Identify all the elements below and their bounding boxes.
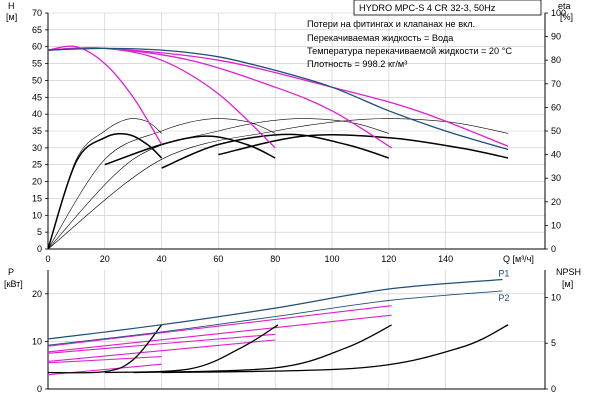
power-p2-curve [47, 290, 503, 346]
upper-y-tick-label-6: 30 [32, 143, 42, 153]
upper-y-tick-label-13: 65 [32, 25, 42, 35]
lower-y-axis-label: P [8, 267, 14, 277]
lower-y2-axis-label: NPSH [556, 267, 581, 277]
upper-x-axis-label: Q [м³/ч] [503, 254, 534, 264]
upper-y2-tick-label-3: 30 [551, 173, 561, 183]
upper-y-tick-label-0: 0 [37, 244, 42, 254]
upper-y-tick-label-10: 50 [32, 75, 42, 85]
upper-y2-axis-label: eta [558, 1, 571, 11]
upper-y-tick-label-14: 70 [32, 8, 42, 18]
lower-y2-axis-unit: [м] [562, 279, 573, 289]
upper-y2-tick-label-6: 60 [551, 102, 561, 112]
power-reduced-curve-5 [47, 314, 392, 353]
lower-y2-tick-label-1: 5 [551, 338, 556, 348]
upper-chart-series [47, 45, 509, 250]
lower-y2-tick-label-0: 0 [551, 384, 556, 394]
upper-y2-tick-label-2: 20 [551, 197, 561, 207]
head-reduced-curve-0 [47, 45, 163, 145]
upper-x-tick-label-7: 140 [438, 254, 453, 264]
upper-y-tick-label-12: 60 [32, 42, 42, 52]
upper-y-tick-label-1: 5 [37, 227, 42, 237]
head-composite-curve-1 [104, 135, 276, 166]
upper-x-tick-label-6: 120 [381, 254, 396, 264]
upper-y-tick-label-3: 15 [32, 193, 42, 203]
upper-y-tick-label-5: 25 [32, 160, 42, 170]
upper-y2-tick-label-9: 90 [551, 32, 561, 42]
upper-x-tick-label-3: 60 [213, 254, 223, 264]
upper-y2-tick-label-7: 70 [551, 79, 561, 89]
upper-y2-tick-label-8: 80 [551, 55, 561, 65]
chart-title: HYDRO MPC-S 4 CR 32-3, 50Hz [359, 3, 496, 13]
upper-y2-tick-label-10: 100 [551, 8, 566, 18]
head-composite-curve-2 [161, 133, 390, 169]
efficiency-curve-2 [47, 118, 389, 250]
power-reduced-curve-4 [47, 305, 392, 347]
upper-y2-tick-label-4: 40 [551, 150, 561, 160]
title-box [353, 0, 542, 16]
lower-chart-series [47, 278, 509, 376]
upper-x-tick-label-5: 100 [324, 254, 339, 264]
upper-y-tick-label-7: 35 [32, 126, 42, 136]
upper-y-tick-label-11: 55 [32, 59, 42, 69]
lower-y-tick-label-0: 0 [37, 384, 42, 394]
power-reduced-curve-1 [47, 363, 162, 376]
lower-y-tick-label-1: 10 [32, 336, 42, 346]
upper-x-tick-label-2: 40 [157, 254, 167, 264]
head-full-speed-curve [47, 47, 509, 151]
info-line-4: Плотность = 998.2 кг/м³ [307, 59, 407, 69]
upper-y-tick-label-2: 10 [32, 210, 42, 220]
upper-y-axis-unit: [м] [6, 12, 17, 22]
head-composite-curve-0 [47, 132, 163, 250]
power-reduced-curve-3 [47, 339, 276, 362]
lower-y-axis-unit: [кВт] [4, 279, 23, 289]
upper-y-tick-label-8: 40 [32, 109, 42, 119]
upper-y2-tick-label-1: 10 [551, 220, 561, 230]
upper-y-tick-label-4: 20 [32, 177, 42, 187]
upper-y2-tick-label-0: 0 [551, 244, 556, 254]
upper-y-axis-label: H [8, 1, 15, 11]
head-composite-curve-3 [218, 134, 509, 159]
info-line-1: Потери на фитингах и клапанах не вкл. [307, 19, 475, 29]
npsh-curve-0 [47, 324, 163, 374]
lower-y-tick-label-2: 20 [32, 289, 42, 299]
upper-x-tick-label-0: 0 [45, 254, 50, 264]
info-line-2: Перекачиваемая жидкость = Вода [307, 33, 454, 43]
lower-chart-axes: 0 10 20 0 5 10 [32, 270, 561, 394]
power-reduced-curve-2 [47, 333, 276, 354]
series-label-p2: P2 [498, 293, 509, 303]
upper-x-tick-label-1: 20 [100, 254, 110, 264]
upper-x-tick-label-4: 80 [270, 254, 280, 264]
upper-y2-axis-unit: [%] [560, 12, 573, 22]
power-reduced-curve-0 [47, 356, 162, 364]
lower-y2-tick-label-2: 10 [551, 292, 561, 302]
upper-chart-axes: 0 5 10 15 20 25 30 35 40 45 50 55 60 65 70 0 10 20 30 40 50 6… [32, 8, 566, 264]
info-line-3: Температура перекачиваемой жидкости = 20… [307, 46, 512, 56]
power-p1-curve [47, 278, 503, 340]
npsh-curve-3 [161, 324, 509, 374]
upper-y2-tick-label-5: 50 [551, 126, 561, 136]
upper-y-tick-label-9: 45 [32, 92, 42, 102]
efficiency-curve-1 [47, 118, 276, 250]
series-label-p1: P1 [498, 269, 509, 279]
